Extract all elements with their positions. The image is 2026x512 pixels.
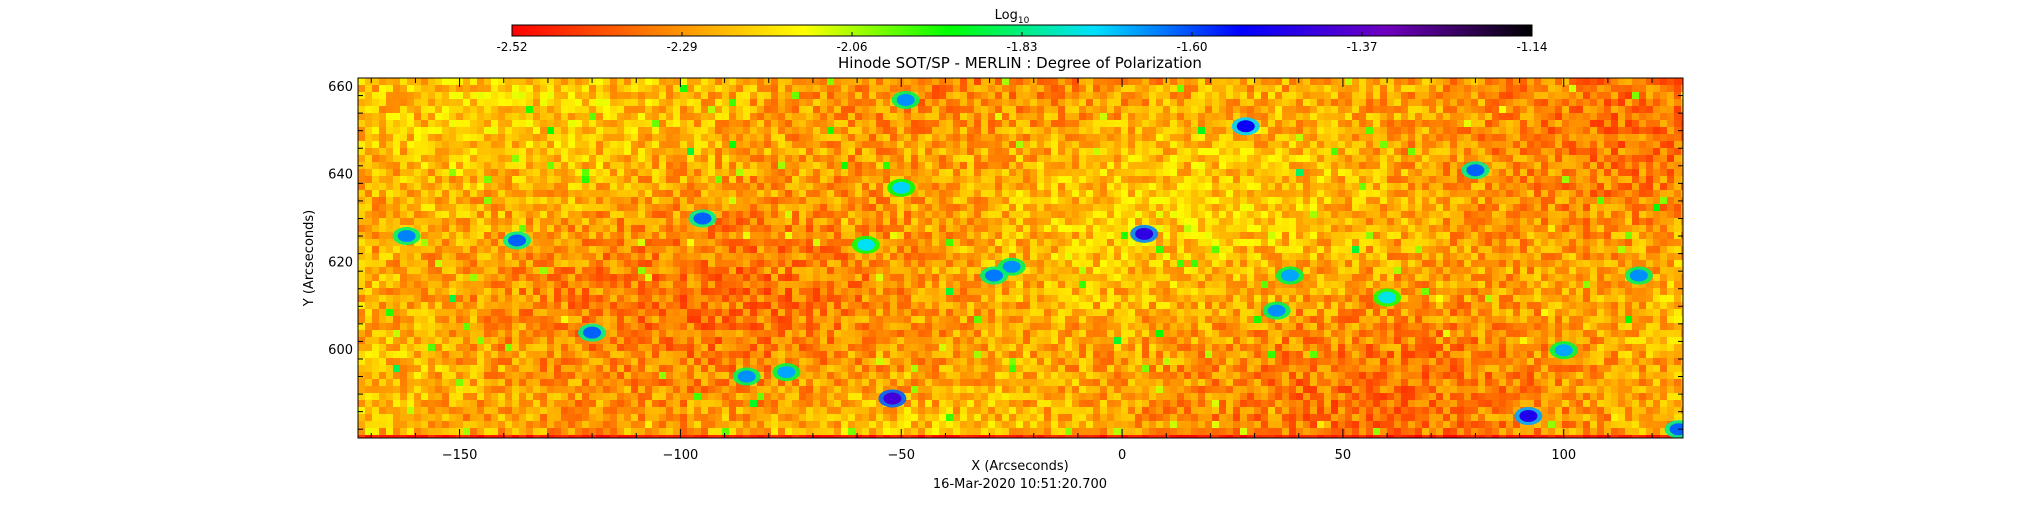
heatmap-feature <box>896 93 915 106</box>
colorbar-tick-label: -1.60 <box>1176 40 1207 54</box>
heatmap-feature <box>1466 164 1485 177</box>
heatmap-feature <box>1236 120 1255 133</box>
timestamp: 16-Mar-2020 10:51:20.700 <box>933 477 1107 492</box>
x-axis-label: X (Arcseconds) <box>971 459 1068 474</box>
colorbar-tick-label: -2.29 <box>666 40 697 54</box>
x-tick-label: 50 <box>1335 448 1352 463</box>
colorbar-label: Log10 <box>995 8 1030 26</box>
chart-title: Hinode SOT/SP - MERLIN : Degree of Polar… <box>838 54 1202 72</box>
colorbar-tick-label: -1.37 <box>1346 40 1377 54</box>
y-axis: 600 620 640 660 <box>328 77 1683 430</box>
heatmap-feature <box>1135 227 1154 240</box>
x-axis: −150 −100 −50 0 50 100 <box>370 78 1653 463</box>
heatmap-feature <box>892 181 911 194</box>
heatmap-feature <box>737 370 756 383</box>
heatmap-feature <box>1519 410 1538 423</box>
heatmap-feature <box>856 238 875 251</box>
heatmap-feature <box>1669 423 1683 436</box>
heatmap-feature <box>693 212 712 225</box>
x-tick-label: −50 <box>888 448 915 463</box>
colorbar-ticks: -2.52 -2.29 -2.06 -1.83 -1.60 -1.37 -1.14 <box>496 32 1548 54</box>
y-tick-label: 640 <box>328 168 353 183</box>
heatmap-feature <box>1002 260 1021 273</box>
heatmap-feature <box>397 230 416 243</box>
heatmap-feature <box>1267 304 1286 317</box>
y-axis-label: Y (Arcseconds) <box>302 210 317 307</box>
heatmap-feature <box>583 326 602 339</box>
heatmap-feature <box>508 234 526 247</box>
colorbar-tick-label: -2.06 <box>836 40 867 54</box>
x-tick-label: 0 <box>1118 448 1126 463</box>
y-tick-label: 600 <box>328 343 353 358</box>
colorbar-tick-label: -2.52 <box>496 40 527 54</box>
heatmap-feature <box>883 392 902 405</box>
colorbar-tick-label: -1.14 <box>1516 40 1547 54</box>
heatmap-feature <box>1280 269 1299 282</box>
x-tick-label: 100 <box>1551 448 1576 463</box>
heatmap-feature <box>777 366 796 379</box>
y-tick-label: 620 <box>328 255 353 270</box>
heatmap-feature <box>1554 344 1573 357</box>
heatmap-feature <box>1378 291 1397 304</box>
y-tick-label: 660 <box>328 80 353 95</box>
x-tick-label: −100 <box>663 448 699 463</box>
heatmap-feature <box>1629 269 1648 282</box>
colorbar-tick-label: -1.83 <box>1006 40 1037 54</box>
heatmap-area <box>357 77 1684 439</box>
heatmap-feature <box>985 269 1003 282</box>
x-tick-label: −150 <box>442 448 478 463</box>
colorbar: Log10 -2.52 -2.29 -2.06 -1.83 -1.60 -1.37 -1.1… <box>496 8 1547 54</box>
heatmap-features <box>392 90 1683 438</box>
plot-frame <box>357 77 1684 439</box>
heatmap-cells <box>358 78 1683 438</box>
